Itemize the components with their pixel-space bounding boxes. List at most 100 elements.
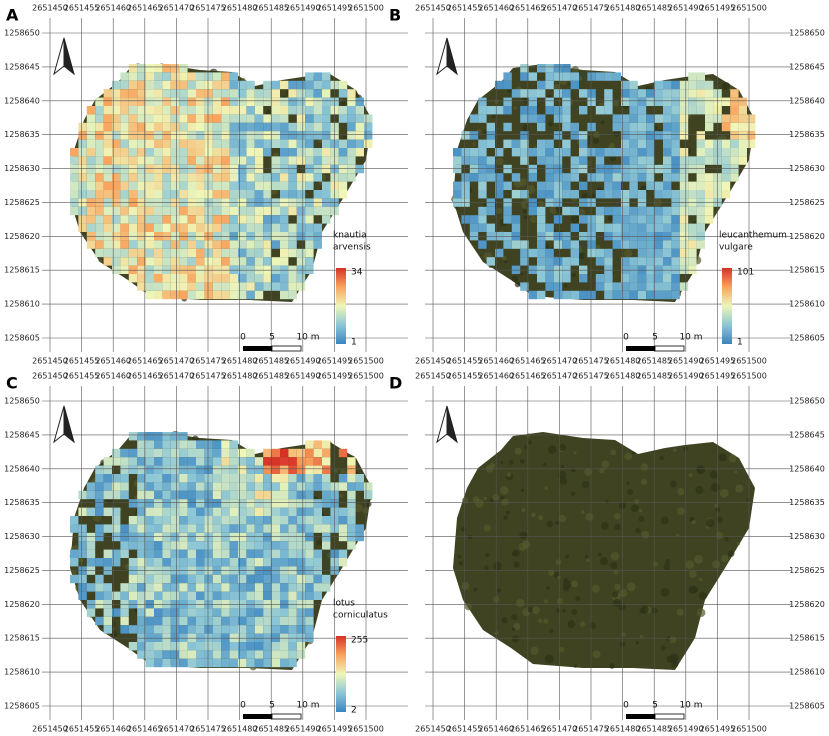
imagery-texture	[530, 646, 539, 656]
heat-cell	[705, 80, 714, 90]
heat-cell	[545, 190, 554, 199]
heat-cell	[338, 482, 348, 491]
heat-cell	[196, 524, 205, 533]
heat-cell	[70, 206, 79, 216]
heat-cell	[730, 114, 739, 123]
heat-cell	[246, 616, 255, 626]
heat-cell	[221, 80, 230, 90]
heat-cell	[486, 139, 495, 148]
heat-cell	[338, 516, 348, 525]
heat-cell	[570, 80, 579, 90]
heat-cell	[271, 633, 280, 642]
heat-cell	[154, 173, 163, 182]
map-panel: 2651450265145026514552651455265146026514…	[389, 4, 825, 366]
heat-cell	[696, 89, 705, 98]
heat-cell	[570, 122, 579, 132]
heat-cell	[629, 114, 638, 123]
heat-cell	[238, 608, 247, 617]
heat-cell	[187, 507, 196, 516]
heat-cell	[646, 139, 655, 148]
heat-cell	[86, 583, 96, 592]
heat-cell	[246, 633, 255, 642]
imagery-texture	[496, 157, 504, 166]
heat-cell	[204, 474, 213, 483]
heat-cell	[196, 642, 205, 651]
y-tick-label: 1258645	[789, 430, 825, 439]
heat-cell	[537, 248, 546, 258]
heat-cell	[128, 274, 138, 283]
imagery-texture	[694, 554, 704, 564]
heat-cell	[86, 114, 96, 123]
heat-cell	[70, 148, 79, 157]
heat-cell	[322, 583, 331, 592]
heat-cell	[271, 549, 280, 558]
heat-cell	[112, 549, 121, 558]
heat-cell	[347, 532, 356, 542]
imagery-texture	[580, 621, 586, 627]
heat-cell	[646, 223, 655, 232]
heat-cell	[271, 490, 280, 500]
heat-cell	[204, 625, 213, 634]
heat-cell	[461, 131, 470, 140]
heat-cell	[162, 608, 171, 617]
heat-cell	[305, 223, 314, 232]
heat-cell	[355, 122, 364, 132]
heat-cell	[288, 625, 297, 634]
y-tick-label: 1258630	[789, 164, 825, 173]
heat-cell	[221, 274, 230, 283]
heat-cell	[145, 97, 154, 106]
heat-cell	[162, 440, 171, 449]
heat-cell	[263, 574, 272, 584]
heat-cell	[280, 507, 289, 516]
heat-cell	[154, 265, 163, 274]
heat-cell	[112, 148, 121, 157]
heat-cell	[196, 89, 205, 98]
heat-cell	[486, 106, 495, 115]
heat-cell	[229, 148, 238, 157]
heat-cell	[137, 148, 146, 157]
heat-cell	[296, 616, 306, 626]
imagery-texture	[558, 470, 567, 480]
heat-cell	[187, 164, 196, 174]
heat-cell	[280, 164, 289, 174]
heat-cell	[679, 282, 689, 291]
heat-cell	[721, 173, 731, 182]
heat-cell	[162, 72, 171, 81]
heat-cell	[528, 97, 537, 106]
heat-cell	[520, 139, 529, 148]
heat-cell	[271, 139, 280, 148]
imagery-texture	[677, 487, 685, 496]
heat-cell	[364, 482, 373, 491]
imagery-texture	[610, 552, 620, 561]
heat-cell	[170, 549, 180, 558]
heat-cell	[305, 633, 314, 642]
heat-cell	[738, 106, 747, 115]
heat-cell	[338, 156, 348, 165]
heat-cell	[128, 181, 138, 190]
heat-cell	[271, 558, 280, 567]
heat-cell	[196, 583, 205, 592]
heat-cell	[280, 490, 289, 500]
heat-cell	[604, 274, 613, 283]
heat-cell	[364, 139, 373, 148]
imagery-texture	[558, 646, 565, 653]
imagery-texture	[458, 561, 464, 566]
heat-cell	[128, 558, 138, 567]
y-tick-label: 1258625	[4, 198, 40, 207]
heat-cell	[288, 583, 297, 592]
heat-cell	[263, 507, 272, 516]
heat-cell	[120, 248, 129, 258]
heat-cell	[246, 164, 255, 174]
heat-cell	[520, 190, 529, 199]
heat-cell	[545, 156, 554, 165]
heat-cell	[503, 164, 512, 174]
heat-cell	[196, 574, 205, 584]
heat-cell	[280, 650, 289, 659]
heat-cell	[221, 156, 230, 165]
heat-cell	[221, 465, 230, 474]
heat-cell	[263, 190, 272, 199]
y-tick-label: 1258620	[789, 600, 825, 609]
imagery-texture	[467, 534, 472, 539]
heat-cell	[461, 173, 470, 182]
heat-cell	[347, 499, 356, 508]
